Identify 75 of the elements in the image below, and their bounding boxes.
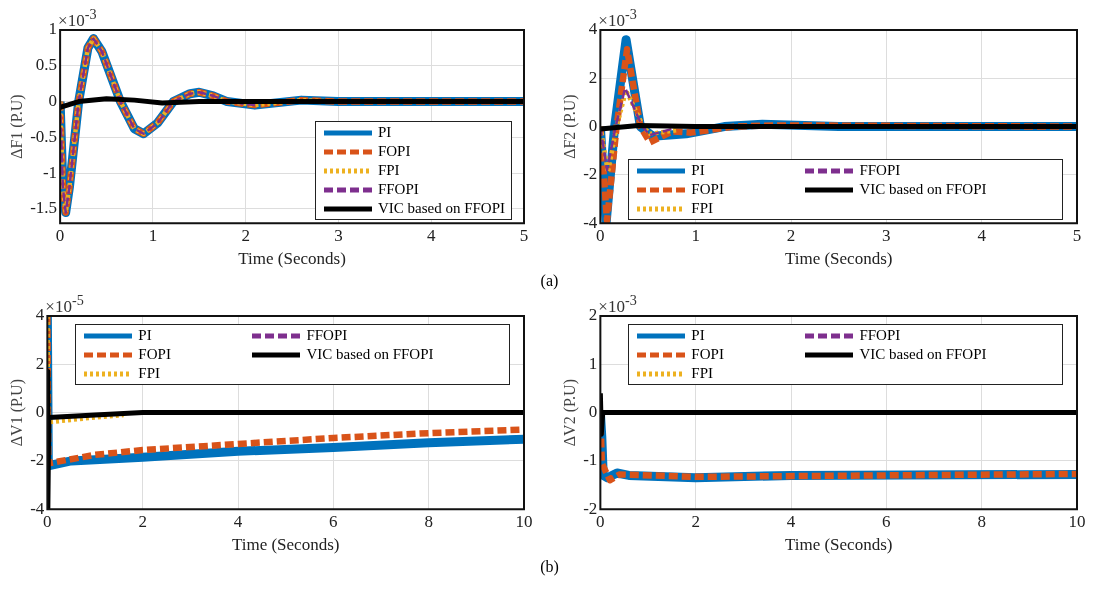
text: ×10$^{-5}$: [45, 292, 84, 317]
legend-label: FFOPI: [859, 326, 901, 345]
legend-label: FFOPI: [859, 161, 901, 181]
y-tick-label: -1: [42, 162, 58, 182]
legend-label: FFOPI: [306, 326, 348, 345]
y-axis-title: ΔV2 (P.U): [560, 379, 579, 447]
y-tick-label: 0: [35, 402, 45, 422]
y-tick-label: -2: [583, 498, 598, 518]
legend-label: PI: [691, 326, 705, 345]
legend-label: FPI: [691, 199, 714, 219]
y-tick-label: 4: [588, 19, 598, 39]
text: ×10$^{-3}$: [598, 6, 637, 31]
x-tick-label: 6: [329, 511, 338, 531]
y-tick-label: -1.5: [30, 198, 58, 218]
x-tick-label: 4: [426, 225, 436, 245]
y-tick-label: -4: [583, 212, 598, 232]
legend-label: FFOPI: [377, 180, 419, 200]
text: ×10$^{-3}$: [58, 6, 97, 31]
x-tick-label: 2: [691, 511, 700, 531]
y-axis-title: ΔV1 (P.U): [7, 379, 26, 447]
x-tick-label: 10: [1068, 511, 1086, 531]
y-tick-label: 0: [588, 402, 598, 422]
y-tick-label: 0: [48, 91, 58, 111]
y-axis-title: ΔF1 (P.U): [7, 94, 26, 159]
text: (a): [540, 272, 559, 289]
legend-label: VIC based on FFOPI: [377, 199, 505, 219]
y-tick-label: -4: [30, 498, 45, 518]
x-tick-label: 5: [519, 225, 529, 245]
text: (b): [540, 558, 559, 575]
x-tick-label: 1: [691, 225, 700, 245]
x-tick-label: 1: [148, 225, 158, 245]
x-tick-label: 6: [882, 511, 891, 531]
legend-label: FOPI: [691, 345, 724, 364]
x-axis-title: Time (Seconds): [784, 249, 893, 269]
legend-label: VIC based on FFOPI: [306, 345, 434, 364]
y-tick-label: -2: [30, 450, 45, 470]
x-tick-label: 3: [882, 225, 891, 245]
y-tick-label: 1: [588, 353, 598, 373]
y-tick-label: -0.5: [30, 126, 58, 146]
x-axis-title: Time (Seconds): [238, 249, 346, 269]
y-tick-label: 0: [588, 116, 598, 136]
x-axis-title: Time (Seconds): [784, 535, 893, 555]
legend-label: PI: [138, 326, 152, 345]
y-tick-label: 1: [48, 19, 58, 39]
y-tick-label: 2: [588, 67, 598, 87]
x-tick-label: 3: [334, 225, 343, 245]
y-axis-title: ΔF2 (P.U): [560, 94, 579, 159]
y-tick-label: -1: [583, 450, 598, 470]
x-tick-label: 8: [977, 511, 986, 531]
legend-label: FOPI: [138, 345, 171, 364]
x-tick-label: 5: [1072, 225, 1082, 245]
y-tick-label: 2: [35, 353, 45, 373]
x-tick-label: 4: [786, 511, 796, 531]
x-tick-label: 2: [241, 225, 250, 245]
text: ×10$^{-3}$: [598, 292, 637, 317]
x-axis-title: Time (Seconds): [231, 535, 340, 555]
y-tick-label: 0.5: [35, 55, 58, 75]
legend-label: FPI: [138, 364, 161, 383]
legend-label: FPI: [377, 161, 400, 181]
legend-label: VIC based on FFOPI: [859, 345, 987, 364]
x-tick-label: 4: [977, 225, 987, 245]
legend-label: VIC based on FFOPI: [859, 180, 987, 200]
x-tick-label: 10: [515, 511, 533, 531]
x-tick-label: 2: [786, 225, 796, 245]
y-tick-label: 4: [35, 305, 45, 325]
legend-label: PI: [377, 123, 392, 143]
legend-label: FPI: [691, 364, 714, 383]
legend-label: FOPI: [691, 180, 724, 200]
y-tick-label: -2: [583, 164, 598, 184]
legend-label: FOPI: [377, 142, 411, 162]
y-tick-label: 2: [588, 305, 598, 325]
x-tick-label: 4: [233, 511, 243, 531]
legend-label: PI: [691, 161, 705, 181]
x-tick-label: 2: [138, 511, 147, 531]
x-tick-label: 8: [424, 511, 433, 531]
